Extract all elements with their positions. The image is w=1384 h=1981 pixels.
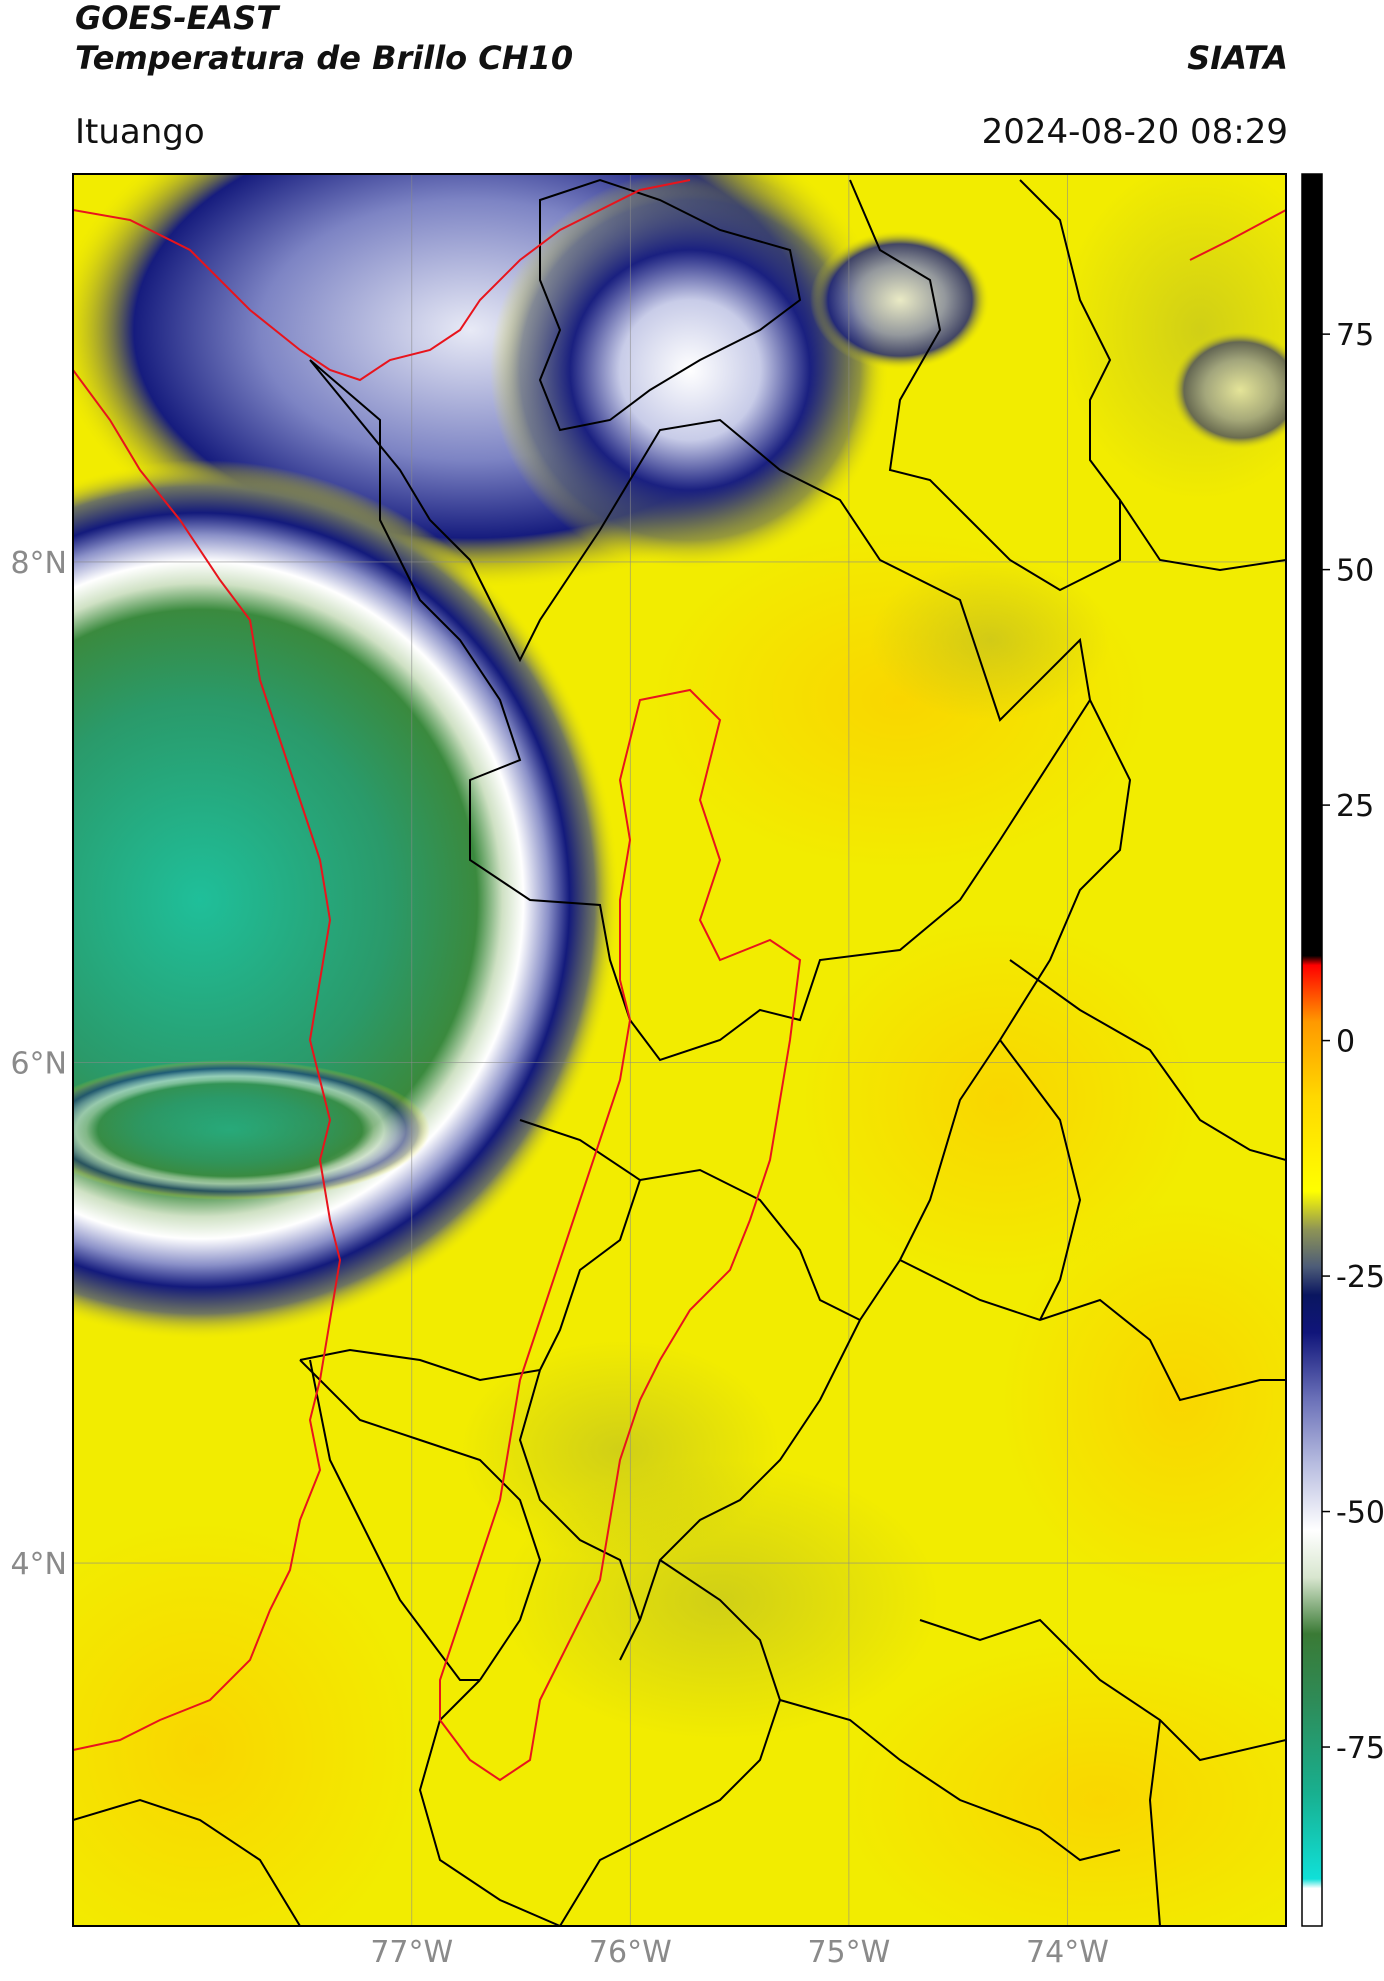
- colorbar-tick-label: 25: [1336, 789, 1374, 824]
- longitude-label: 74°W: [1026, 1935, 1109, 1970]
- colorbar-tick-label: 50: [1336, 554, 1374, 589]
- chart-subtitle: Temperatura de Brillo CH10: [75, 39, 574, 77]
- admin-borders: [73, 178, 1286, 1926]
- latitude-label: 4°N: [10, 1547, 67, 1582]
- latitude-label: 6°N: [10, 1047, 67, 1082]
- colorbar-scale: [1301, 173, 1323, 1927]
- colorbar-tick-label: -25: [1336, 1260, 1384, 1295]
- colorbar-tick-label: 75: [1336, 318, 1374, 353]
- organization-label: SIATA: [1187, 39, 1288, 77]
- colorbar-tick-label: 0: [1336, 1025, 1355, 1060]
- basin-outline: [439, 688, 802, 1782]
- coastline: [73, 179, 1286, 1751]
- longitude-label: 76°W: [589, 1935, 672, 1970]
- location-label: Ituango: [75, 112, 205, 152]
- colorbar-tick-label: -75: [1336, 1731, 1384, 1766]
- graticule: [73, 174, 1286, 1926]
- longitude-labels: 77°W 76°W 75°W 74°W: [370, 1935, 1109, 1970]
- longitude-label: 75°W: [807, 1935, 890, 1970]
- map-frame: [72, 173, 1287, 1927]
- latitude-label: 8°N: [10, 546, 67, 581]
- chart-title: GOES-EAST: [75, 0, 279, 37]
- colorbar-tick-label: -50: [1336, 1496, 1384, 1531]
- colorbar-ticks: 75 50 25 0 -25 -50 -75: [1322, 318, 1384, 1766]
- latitude-labels: 8°N 6°N 4°N: [10, 546, 67, 1582]
- brightness-temperature-field: [73, 174, 1286, 1926]
- longitude-label: 77°W: [370, 1935, 453, 1970]
- datetime-label: 2024-08-20 08:29: [981, 112, 1288, 152]
